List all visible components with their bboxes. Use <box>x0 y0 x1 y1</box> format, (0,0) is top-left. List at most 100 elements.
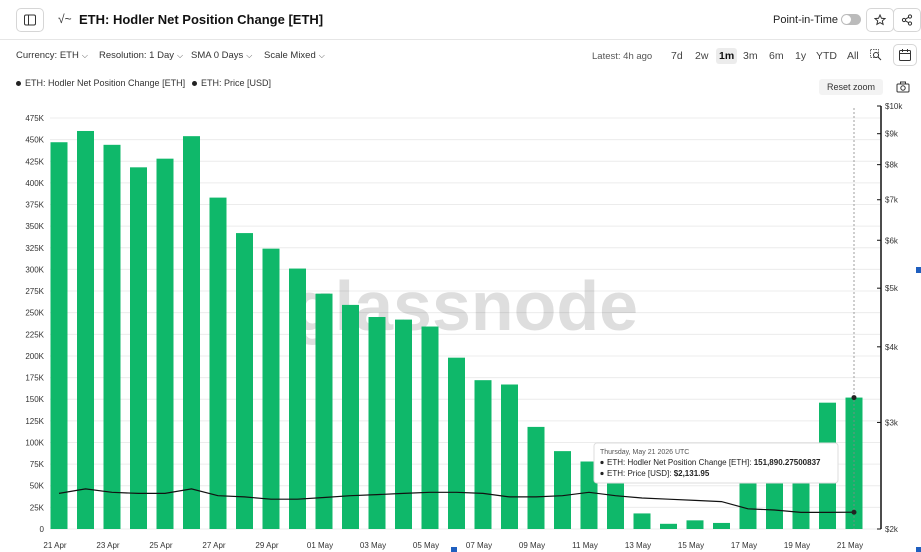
range-2w[interactable]: 2w <box>695 50 709 62</box>
range-all[interactable]: All <box>847 50 859 62</box>
camera-icon <box>896 81 910 93</box>
x-tick-label: 05 May <box>413 541 439 550</box>
right-tick-label: $2k <box>885 525 899 534</box>
right-tick-label: $7k <box>885 196 899 205</box>
decorative-marker <box>451 547 457 552</box>
left-tick-label: 325K <box>25 244 44 253</box>
bar <box>156 158 174 530</box>
sma-select[interactable]: SMA 0 Days ⌵ <box>191 50 253 61</box>
range-6m[interactable]: 6m <box>769 50 784 62</box>
bar <box>607 478 624 529</box>
bar <box>845 397 863 529</box>
resolution-select[interactable]: Resolution: 1 Day ⌵ <box>99 50 184 61</box>
bar <box>474 380 492 529</box>
bar <box>183 136 200 529</box>
left-tick-label: 175K <box>25 374 44 383</box>
currency-select[interactable]: Currency: ETH ⌵ <box>16 50 88 61</box>
x-tick-label: 09 May <box>519 541 545 550</box>
x-tick-label: 01 May <box>307 541 333 550</box>
bar <box>103 144 121 529</box>
bar <box>315 293 333 529</box>
right-tick-label: $5k <box>885 284 899 293</box>
chart-header: √~ ETH: Hodler Net Position Change [ETH]… <box>0 0 921 40</box>
left-axis: 0 25K 50K 75K 100K 125K 150K 175K 200K 225K 250K 27… <box>25 114 44 534</box>
legend-dot <box>16 81 21 87</box>
calendar-icon <box>899 49 911 61</box>
left-tick-label: 50K <box>30 482 45 491</box>
tooltip-row: ETH: Hodler Net Position Change [ETH]: 1… <box>607 458 821 467</box>
bar <box>501 384 518 529</box>
range-1y[interactable]: 1y <box>795 50 807 62</box>
legend-dot <box>192 81 197 87</box>
x-tick-label: 07 May <box>466 541 492 550</box>
zoom-icon <box>870 49 882 61</box>
bar <box>633 513 651 529</box>
left-tick-label: 300K <box>25 265 44 274</box>
decorative-marker <box>916 547 921 552</box>
bar <box>77 130 94 529</box>
x-tick-label: 21 Apr <box>43 541 66 550</box>
tooltip-row: ETH: Price [USD]: $2,131.95 <box>607 469 710 478</box>
bar <box>289 268 306 529</box>
bar <box>50 142 68 530</box>
sidebar-toggle-button[interactable] <box>16 8 44 32</box>
point-in-time-toggle[interactable] <box>841 14 861 25</box>
range-ytd[interactable]: YTD <box>816 50 837 62</box>
chevron-down-icon: ⌵ <box>318 51 325 60</box>
x-tick-label: 11 May <box>572 541 598 550</box>
right-tick-label: $10k <box>885 102 903 111</box>
left-tick-label: 275K <box>25 287 44 296</box>
x-tick-label: 21 May <box>837 541 863 550</box>
calendar-button[interactable] <box>893 44 917 66</box>
price-series <box>58 488 855 514</box>
x-tick-label: 23 Apr <box>96 541 119 550</box>
x-tick-label: 17 May <box>731 541 757 550</box>
bar <box>209 197 227 529</box>
left-tick-label: 475K <box>25 114 44 123</box>
scale-select[interactable]: Scale Mixed ⌵ <box>264 50 325 61</box>
bar <box>686 520 704 529</box>
metric-icon: √~ <box>58 12 72 26</box>
hover-point-price <box>851 509 857 515</box>
left-tick-label: 25K <box>30 503 45 512</box>
bar <box>580 461 598 529</box>
page-title: ETH: Hodler Net Position Change [ETH] <box>79 12 324 27</box>
range-1m[interactable]: 1m <box>716 48 738 64</box>
reset-zoom-button[interactable]: Reset zoom <box>819 79 883 95</box>
right-tick-label: $3k <box>885 418 899 427</box>
range-7d[interactable]: 7d <box>671 50 683 62</box>
price-line <box>58 488 855 514</box>
right-tick-label: $8k <box>885 161 899 170</box>
chevron-down-icon: ⌵ <box>246 51 253 60</box>
right-tick-label: $4k <box>885 343 899 352</box>
legend-item-price[interactable]: ETH: Price [USD] <box>192 78 271 88</box>
tooltip-dot <box>600 460 604 465</box>
tooltip-dot <box>600 471 604 476</box>
bar <box>713 522 730 529</box>
right-tick-label: $6k <box>885 236 899 245</box>
left-tick-label: 425K <box>25 157 44 166</box>
tooltip-box <box>593 442 839 484</box>
left-tick-label: 150K <box>25 395 44 404</box>
zoom-select-button[interactable] <box>865 45 887 65</box>
point-in-time-label: Point-in-Time <box>773 14 838 26</box>
legend-item-net-position[interactable]: ETH: Hodler Net Position Change [ETH] <box>16 78 185 88</box>
bar <box>262 248 280 530</box>
x-tick-label: 15 May <box>678 541 704 550</box>
tooltip-date: Thursday, May 21 2026 UTC <box>600 449 689 456</box>
x-tick-label: 19 May <box>784 541 810 550</box>
bar <box>739 474 757 529</box>
favorite-button[interactable] <box>866 8 894 32</box>
bar <box>554 451 571 529</box>
hover-point-bar <box>851 395 857 401</box>
share-button[interactable] <box>893 8 921 32</box>
left-tick-label: 400K <box>25 179 44 188</box>
screenshot-button[interactable] <box>892 77 914 97</box>
sidebar-icon <box>24 14 36 26</box>
x-tick-label: 25 Apr <box>149 541 172 550</box>
left-tick-label: 125K <box>25 417 44 426</box>
range-3m[interactable]: 3m <box>743 50 758 62</box>
left-tick-label: 0 <box>40 525 45 534</box>
latest-update: Latest: 4h ago <box>592 51 653 62</box>
